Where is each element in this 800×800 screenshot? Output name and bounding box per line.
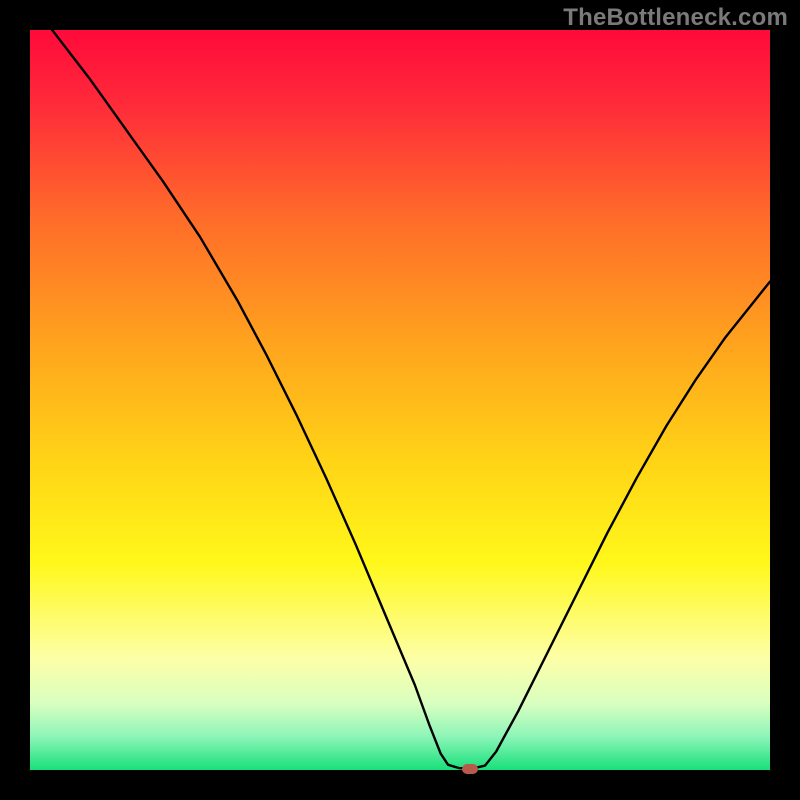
chart-frame: TheBottleneck.com <box>0 0 800 800</box>
bottleneck-curve <box>52 30 770 768</box>
watermark-text: TheBottleneck.com <box>563 4 788 32</box>
optimal-point-marker <box>462 764 478 774</box>
plot-area <box>30 30 770 770</box>
plot-svg <box>30 30 770 770</box>
